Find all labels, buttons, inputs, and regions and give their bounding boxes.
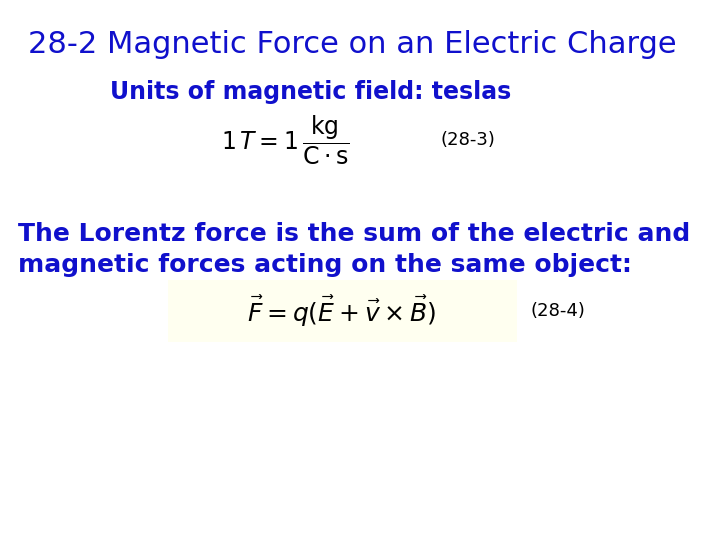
Text: The Lorentz force is the sum of the electric and: The Lorentz force is the sum of the elec… bbox=[18, 222, 690, 246]
Text: (28-3): (28-3) bbox=[440, 131, 495, 149]
Text: magnetic forces acting on the same object:: magnetic forces acting on the same objec… bbox=[18, 253, 632, 277]
Text: Units of magnetic field: teslas: Units of magnetic field: teslas bbox=[110, 80, 511, 104]
Text: $1\,T = 1\,\dfrac{\mathrm{kg}}{\mathrm{C}\cdot\mathrm{s}}$: $1\,T = 1\,\dfrac{\mathrm{kg}}{\mathrm{C… bbox=[220, 113, 349, 167]
Text: $\vec{F} = q(\vec{E} + \vec{v} \times \vec{B})$: $\vec{F} = q(\vec{E} + \vec{v} \times \v… bbox=[247, 293, 437, 328]
Text: (28-4): (28-4) bbox=[530, 302, 585, 320]
Text: 28-2 Magnetic Force on an Electric Charge: 28-2 Magnetic Force on an Electric Charg… bbox=[28, 30, 677, 59]
FancyBboxPatch shape bbox=[168, 280, 517, 342]
